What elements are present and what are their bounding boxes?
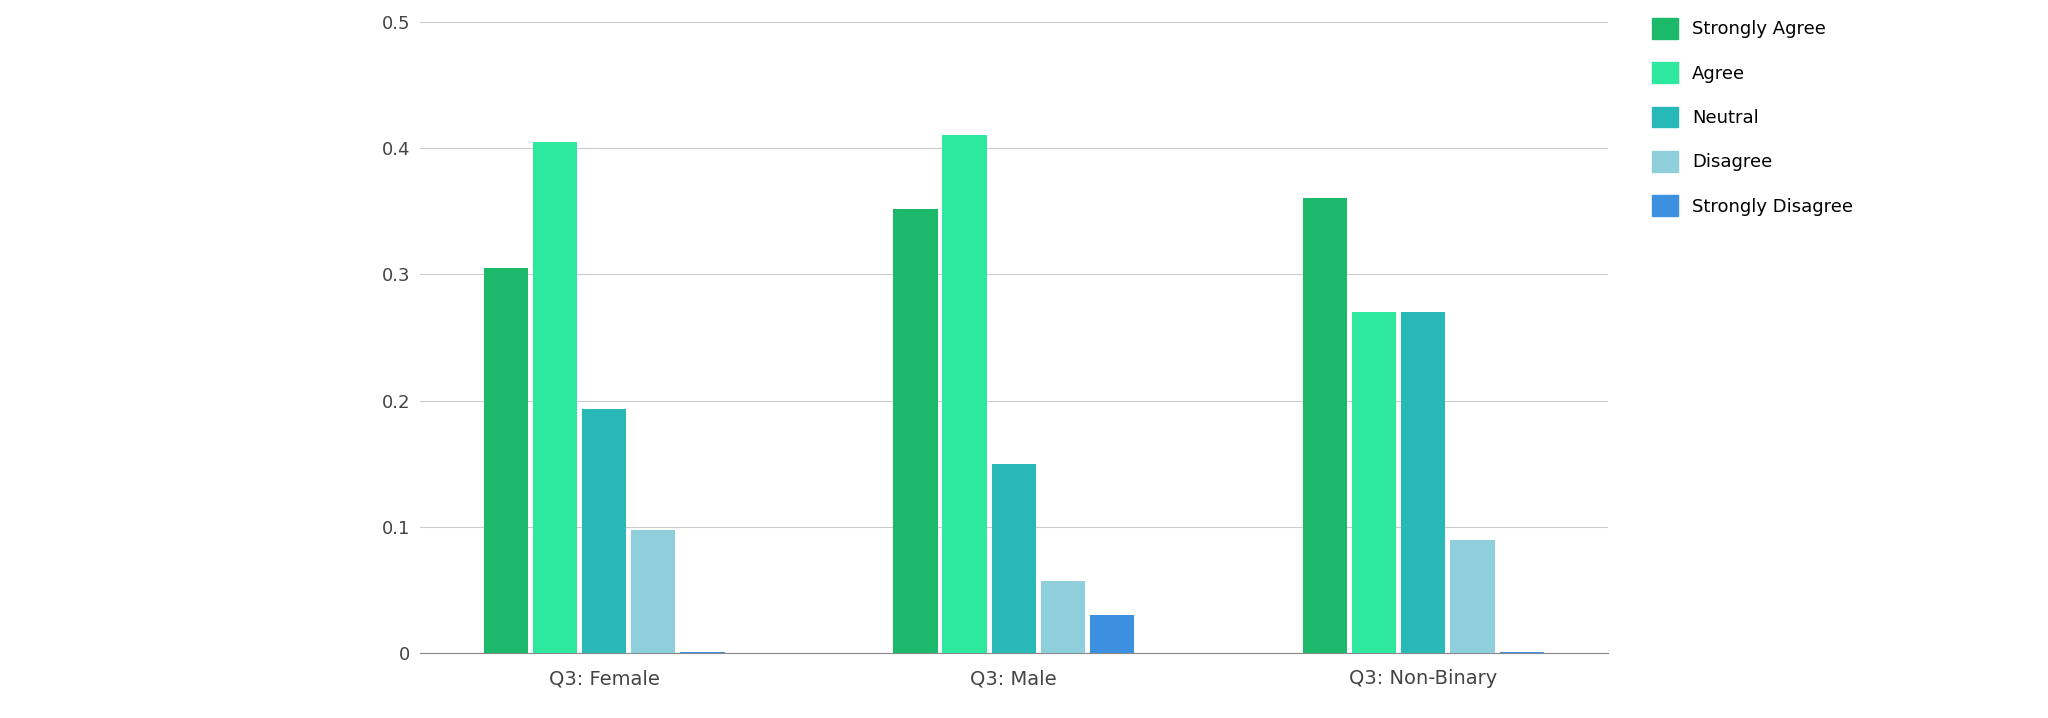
Bar	[1352, 312, 1397, 653]
Legend: Strongly Agree, Agree, Neutral, Disagree, Strongly Disagree: Strongly Agree, Agree, Neutral, Disagree…	[1653, 18, 1853, 216]
Bar	[631, 530, 676, 653]
Bar	[893, 208, 938, 653]
Bar	[680, 652, 725, 653]
Bar	[582, 409, 627, 653]
Bar	[942, 135, 987, 653]
Text: I feel a strong sense
of community in my
OSS Community: I feel a strong sense of community in my…	[61, 145, 342, 256]
Bar	[483, 268, 528, 653]
Bar	[1499, 652, 1544, 653]
Bar	[532, 141, 578, 653]
Bar	[1040, 582, 1085, 653]
Bar	[1450, 540, 1495, 653]
Bar	[1090, 615, 1135, 653]
Bar	[991, 464, 1036, 653]
Bar	[1303, 198, 1348, 653]
Bar	[1401, 312, 1446, 653]
